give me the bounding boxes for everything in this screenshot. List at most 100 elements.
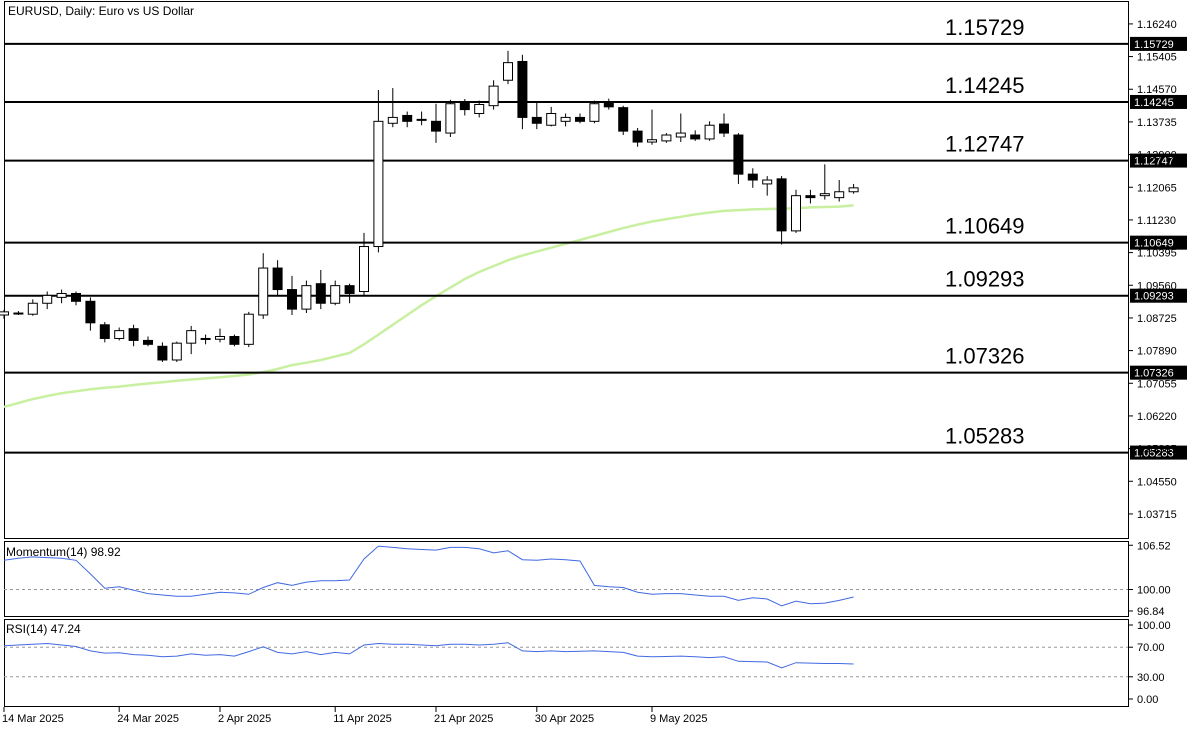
price-tick-label: 1.15405 xyxy=(1137,52,1177,64)
candle-body-bullish xyxy=(330,285,341,304)
candle-body-bullish xyxy=(762,179,773,185)
candle-body-bearish xyxy=(287,289,297,310)
candle-body-bearish xyxy=(747,173,758,181)
candle-body-bullish xyxy=(834,191,845,199)
price-tick-label: 1.14570 xyxy=(1137,84,1177,96)
candle-body-bullish xyxy=(215,336,225,340)
candle-body-bearish xyxy=(71,292,81,302)
candle-body-bullish xyxy=(589,103,600,122)
chart-title: EURUSD, Daily: Euro vs US Dollar xyxy=(8,4,194,18)
candles-layer xyxy=(0,50,859,362)
price-tick-label: 1.12065 xyxy=(1137,182,1177,194)
candle-body-bullish xyxy=(503,62,513,81)
level-price-tag-text: 1.05283 xyxy=(1134,448,1174,460)
moving-average-line xyxy=(3,204,854,409)
candle-body-bullish xyxy=(13,312,24,315)
time-tick-label: 21 Apr 2025 xyxy=(434,713,493,725)
candle-body-bearish xyxy=(229,336,240,345)
momentum-tick-label: 96.84 xyxy=(1137,606,1165,618)
candle-body-bullish xyxy=(488,85,499,107)
candle-body-bearish xyxy=(200,337,211,340)
candle-body-bullish xyxy=(848,187,859,193)
candle-body-bearish xyxy=(85,300,96,324)
momentum-label: Momentum(14) 98.92 xyxy=(6,545,121,559)
candle-body-bearish xyxy=(805,195,816,199)
price-tick-label: 1.08725 xyxy=(1137,313,1177,325)
candle-body-bearish xyxy=(459,101,470,111)
time-tick-label: 24 Mar 2025 xyxy=(117,713,179,725)
momentum-tick-label: 100.00 xyxy=(1137,585,1171,597)
level-label: 1.14245 xyxy=(945,73,1025,98)
candle-body-bearish xyxy=(618,107,629,132)
candle-body-bullish xyxy=(661,134,672,142)
candle-body-bullish xyxy=(647,139,657,143)
price-tick-label: 1.11230 xyxy=(1137,215,1176,227)
candle-body-bearish xyxy=(344,285,355,294)
momentum-tick-label: 106.52 xyxy=(1137,540,1171,552)
candle-body-bearish xyxy=(603,101,614,108)
candle-body-bullish xyxy=(171,342,182,361)
candle-body-bearish xyxy=(719,123,729,134)
time-axis: 14 Mar 2025 24 Mar 2025 2 Apr 2025 11 Apr 2… xyxy=(2,707,707,725)
candle-body-bullish xyxy=(791,195,801,232)
time-tick-label: 2 Apr 2025 xyxy=(218,713,271,725)
time-tick-label: 11 Apr 2025 xyxy=(333,713,392,725)
price-tick-label: 1.06220 xyxy=(1137,411,1177,423)
candle-body-bearish xyxy=(402,114,413,122)
rsi-tick-label: 0.00 xyxy=(1137,694,1158,706)
level-price-tag-text: 1.12747 xyxy=(1134,156,1174,168)
candle-body-bullish xyxy=(42,294,53,304)
candle-body-bearish xyxy=(272,267,283,291)
price-tick-label: 1.05385 xyxy=(1137,444,1177,456)
candle-body-bearish xyxy=(128,328,139,341)
price-tick-label: 1.04550 xyxy=(1137,476,1177,488)
level-price-tag xyxy=(1130,94,1187,109)
candle-body-bearish xyxy=(575,116,585,122)
level-price-tag-text: 1.15729 xyxy=(1134,39,1174,51)
rsi-label: RSI(14) 47.24 xyxy=(6,622,81,636)
price-tick-label: 1.03715 xyxy=(1137,509,1177,521)
level-price-tag-text: 1.14245 xyxy=(1134,97,1174,109)
moving-average-layer xyxy=(3,204,854,409)
candle-body-bullish xyxy=(474,104,485,115)
price-tick-label: 1.07055 xyxy=(1137,378,1177,390)
level-label: 1.07326 xyxy=(945,344,1025,369)
candle-body-bullish xyxy=(301,285,312,310)
price-tick-label: 1.10395 xyxy=(1137,248,1177,260)
momentum-layer: 106.52 100.00 96.84 xyxy=(3,540,1171,618)
rsi-tick-label: 30.00 xyxy=(1137,672,1165,684)
level-price-tag xyxy=(1130,365,1187,380)
level-price-tag xyxy=(1130,36,1187,51)
candle-body-bullish xyxy=(27,302,38,315)
candle-body-bullish xyxy=(560,116,571,122)
level-price-tag xyxy=(1130,235,1187,250)
time-tick-label: 14 Mar 2025 xyxy=(2,713,64,725)
rsi-line xyxy=(3,642,854,669)
candle-body-bearish xyxy=(690,134,701,140)
level-label: 1.05283 xyxy=(945,424,1025,449)
candle-body-bearish xyxy=(143,339,153,345)
price-axis: 1.16240 1.15405 1.14570 1.13735 1.12900 1.120… xyxy=(1128,19,1177,521)
candle-body-bullish xyxy=(359,246,369,293)
momentum-line xyxy=(3,545,854,607)
candle-body-bullish xyxy=(186,330,197,344)
price-tick-label: 1.13735 xyxy=(1137,117,1177,129)
candle-body-bullish xyxy=(704,124,715,140)
level-price-tag xyxy=(1130,445,1187,460)
candle-body-bullish xyxy=(675,132,686,138)
level-price-tag-text: 1.07326 xyxy=(1134,368,1174,380)
rsi-tick-label: 100.00 xyxy=(1137,620,1171,632)
candle-body-bearish xyxy=(531,116,542,124)
level-label: 1.15729 xyxy=(945,15,1025,40)
price-pane-frame xyxy=(4,1,1129,539)
candle-body-bullish xyxy=(114,330,125,339)
level-label: 1.09293 xyxy=(945,267,1025,292)
candle-body-bearish xyxy=(733,134,744,175)
candle-body-bullish xyxy=(258,267,269,316)
level-label: 1.10649 xyxy=(945,214,1025,239)
price-tick-label: 1.12900 xyxy=(1137,150,1177,162)
level-price-tag xyxy=(1130,153,1187,168)
rsi-tick-label: 70.00 xyxy=(1137,642,1165,654)
momentum-pane-frame xyxy=(4,541,1129,617)
